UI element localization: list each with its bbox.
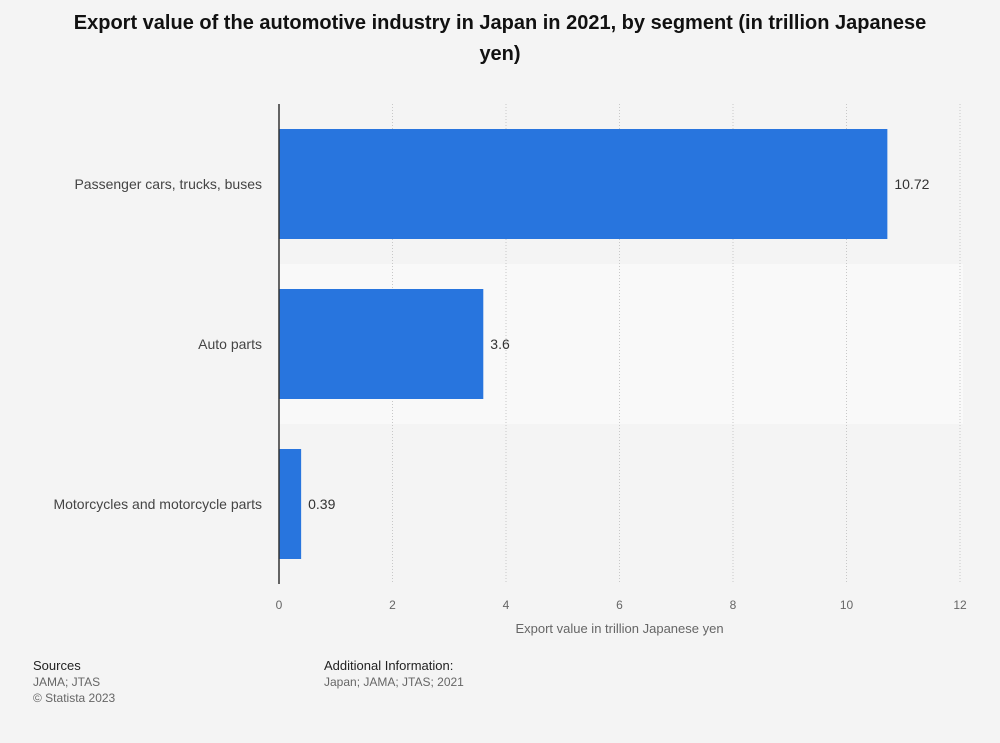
- x-tick-label: 12: [953, 598, 967, 612]
- sources-block: Sources JAMA; JTAS © Statista 2023: [33, 658, 115, 706]
- category-label: Passenger cars, trucks, buses: [74, 176, 262, 192]
- bar: [279, 289, 484, 399]
- sources-heading: Sources: [33, 658, 81, 673]
- x-axis-title: Export value in trillion Japanese yen: [515, 621, 723, 636]
- category-label: Motorcycles and motorcycle parts: [53, 496, 262, 512]
- x-tick-label: 6: [616, 598, 623, 612]
- value-label: 10.72: [894, 176, 929, 192]
- category-label: Auto parts: [198, 336, 262, 352]
- x-tick-label: 2: [389, 598, 396, 612]
- bar: [279, 129, 888, 239]
- additional-info-heading: Additional Information:: [324, 658, 454, 673]
- x-tick-label: 8: [730, 598, 737, 612]
- additional-info-text: Japan; JAMA; JTAS; 2021: [324, 675, 464, 689]
- category-band: [279, 424, 963, 584]
- x-tick-label: 0: [276, 598, 283, 612]
- value-label: 0.39: [308, 496, 335, 512]
- x-tick-label: 4: [503, 598, 510, 612]
- bar: [279, 449, 302, 559]
- x-tick-label: 10: [840, 598, 854, 612]
- chart-title: Export value of the automotive industry …: [73, 12, 927, 65]
- value-label: 3.6: [490, 336, 510, 352]
- sources-text: JAMA; JTAS: [33, 675, 101, 689]
- copyright-text: © Statista 2023: [33, 691, 116, 705]
- additional-info-block: Additional Information: Japan; JAMA; JTA…: [324, 658, 464, 690]
